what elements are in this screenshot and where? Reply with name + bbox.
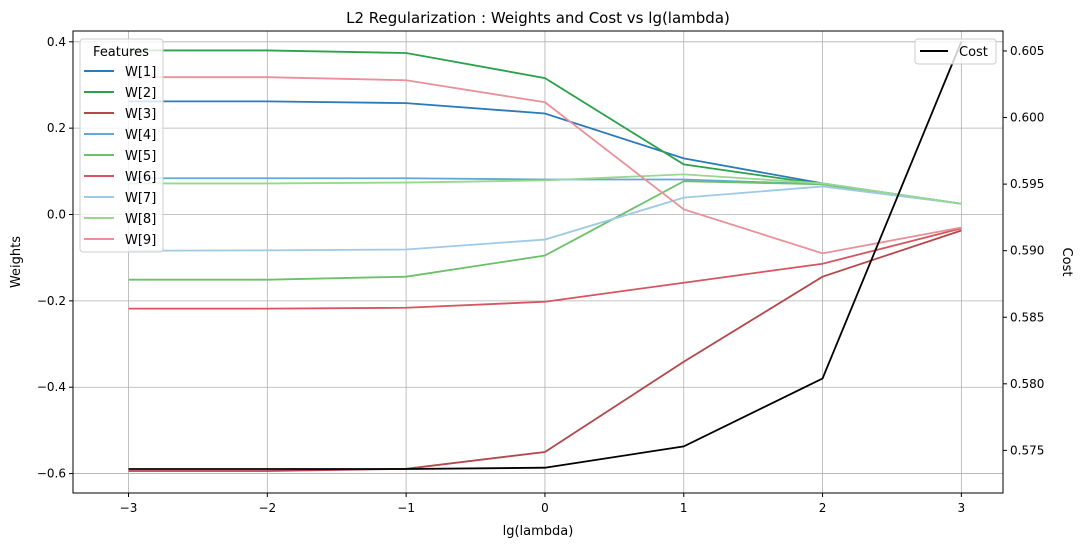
plot-frame <box>72 30 1004 494</box>
y2-tick-label: 0.580 <box>1010 377 1044 391</box>
y2-tick-label: 0.605 <box>1010 44 1044 58</box>
y-axis-label: Weights <box>9 236 24 288</box>
x-axis-label: lg(lambda) <box>503 524 574 539</box>
y2-axis-label: Cost <box>1059 248 1074 277</box>
legend-label: W[5] <box>125 149 156 164</box>
x-tick-label: 3 <box>958 501 966 515</box>
series-line-cost <box>128 41 963 470</box>
series-line-W7 <box>128 185 962 252</box>
series-lines <box>128 41 963 472</box>
legend-label: Cost <box>959 45 988 60</box>
chart-title: L2 Regularization : Weights and Cost vs … <box>346 9 730 27</box>
y-tick-label: 0.2 <box>47 121 66 135</box>
legend-title: Features <box>93 45 149 60</box>
y2-tick-label: 0.590 <box>1010 244 1044 258</box>
legend-label: W[4] <box>125 128 156 143</box>
x-tick-label: 1 <box>680 501 688 515</box>
legend-label: W[3] <box>125 107 156 122</box>
y2-axis-ticks: 0.575 0.580 0.585 0.590 0.595 0.600 0.605 <box>1003 44 1044 457</box>
x-tick-label: −2 <box>258 501 276 515</box>
y2-tick-label: 0.595 <box>1010 177 1044 191</box>
y2-tick-label: 0.575 <box>1010 443 1044 457</box>
y2-tick-label: 0.600 <box>1010 111 1044 125</box>
series-line-W9 <box>128 76 962 255</box>
x-tick-label: −1 <box>397 501 415 515</box>
y-tick-label: 0.0 <box>47 208 66 222</box>
x-tick-label: 2 <box>819 501 827 515</box>
y-axis-ticks: −0.6 −0.4 −0.2 0.0 0.2 0.4 <box>37 35 73 481</box>
legend-cost: Cost <box>914 38 997 65</box>
x-tick-label: −3 <box>120 501 138 515</box>
legend-label: W[1] <box>125 65 156 80</box>
y-tick-label: 0.4 <box>47 35 66 49</box>
legend-features: Features W[1] W[2] W[3] W[4] W[5] W[6] W[7] W[8]… <box>79 38 164 253</box>
legend-label: W[7] <box>125 191 156 206</box>
legend-label: W[2] <box>125 86 156 101</box>
y-tick-label: −0.6 <box>37 467 66 481</box>
series-line-W3 <box>128 229 962 472</box>
legend-label: W[8] <box>125 212 156 227</box>
y2-tick-label: 0.585 <box>1010 310 1044 324</box>
legend-label: W[6] <box>125 170 156 185</box>
x-tick-label: 0 <box>541 501 549 515</box>
series-line-W6 <box>128 227 962 310</box>
legend-label: W[9] <box>125 233 156 248</box>
grid <box>73 31 1003 493</box>
y-tick-label: −0.2 <box>37 294 66 308</box>
series-line-W8 <box>128 173 962 205</box>
legend-box <box>914 38 997 65</box>
y-tick-label: −0.4 <box>37 380 66 394</box>
x-axis-ticks: −3 −2 −1 0 1 2 3 <box>120 493 966 515</box>
